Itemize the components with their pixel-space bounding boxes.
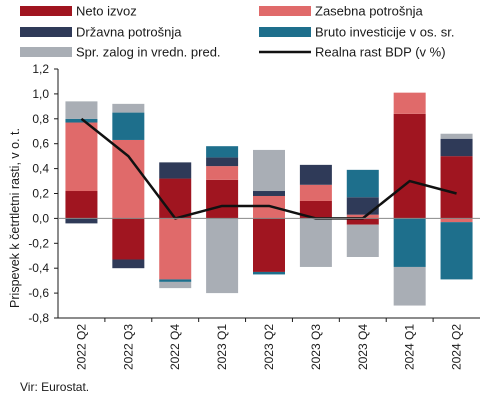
bars xyxy=(65,92,473,306)
bar-segment-3 xyxy=(393,218,426,267)
bar-segment-0 xyxy=(393,113,426,219)
bar-segment-4 xyxy=(393,266,426,306)
bar-segment-1 xyxy=(440,218,473,223)
bar-segment-4 xyxy=(299,218,332,267)
bar-segment-0 xyxy=(346,218,379,225)
x-tick-label: 2022 Q4 xyxy=(168,324,182,370)
bar-segment-1 xyxy=(346,214,379,219)
legend-item-1: Zasebna potrošnja xyxy=(259,4,423,19)
legend-swatch xyxy=(259,6,311,16)
y-axis-title: Prispevek k četrtletni rasti, v o. t. xyxy=(8,128,22,308)
y-tick-label: 0,4 xyxy=(32,162,49,176)
x-tick-label: 2024 Q1 xyxy=(403,324,417,370)
y-tick-label: 1,2 xyxy=(32,62,49,76)
y-tick-label: 0,8 xyxy=(32,112,49,126)
legend-label: Državna potrošnja xyxy=(76,25,182,40)
legend-item-0: Neto izvoz xyxy=(20,4,137,19)
bar-segment-2 xyxy=(112,259,145,269)
bar-segment-3 xyxy=(346,169,379,198)
bar-segment-4 xyxy=(112,103,145,113)
bar-segment-3 xyxy=(440,222,473,280)
bar-segment-2 xyxy=(346,197,379,215)
legend-label: Neto izvoz xyxy=(76,4,137,19)
bar-segment-0 xyxy=(299,200,332,219)
bar-segment-4 xyxy=(440,133,473,139)
bar-segment-2 xyxy=(440,138,473,157)
axes: 1,2 1,0 0,8 0,6 0,4 0,2 0,0 -0,2 -0,4 -0,6 -0,8 202… xyxy=(28,62,480,370)
x-tick-label: 2022 Q2 xyxy=(74,324,88,370)
bar-segment-1 xyxy=(159,218,192,280)
bar-segment-3 xyxy=(253,271,285,275)
bar-segment-2 xyxy=(159,162,192,179)
legend-label: Zasebna potrošnja xyxy=(315,4,423,19)
y-tick-label: -0,2 xyxy=(28,236,49,250)
bar-segment-1 xyxy=(65,122,98,192)
bar-segment-2 xyxy=(65,218,98,224)
bar-segment-1 xyxy=(206,166,239,180)
bar-segment-4 xyxy=(206,218,239,294)
y-tick-label: -0,8 xyxy=(28,311,49,325)
bar-segment-0 xyxy=(159,178,192,219)
x-tick-label: 2023 Q3 xyxy=(309,324,323,370)
x-tick-label: 2023 Q2 xyxy=(262,324,276,370)
bar-segment-2 xyxy=(299,164,332,185)
bar-segment-3 xyxy=(112,112,145,140)
bar-segment-3 xyxy=(65,118,98,123)
y-tick-label: 0,0 xyxy=(32,211,49,225)
bar-segment-4 xyxy=(346,224,379,257)
bar-segment-4 xyxy=(159,281,192,289)
y-tick-label: -0,4 xyxy=(28,261,49,275)
bar-segment-1 xyxy=(112,139,145,219)
bar-segment-1 xyxy=(393,92,426,114)
x-tick-label: 2023 Q4 xyxy=(356,324,370,370)
legend-item-4: Spr. zalog in vredn. pred. xyxy=(20,45,221,60)
bar-segment-2 xyxy=(206,157,239,167)
legend-swatch xyxy=(259,27,311,37)
bar-segment-0 xyxy=(112,218,145,260)
x-tick-label: 2022 Q3 xyxy=(121,324,135,370)
legend-swatch xyxy=(20,47,72,57)
y-tick-label: -0,6 xyxy=(28,286,49,300)
legend-label: Bruto investicije v os. sr. xyxy=(315,25,454,40)
legend: Neto izvoz Zasebna potrošnja Državna potro… xyxy=(20,4,454,60)
legend-label: Realna rast BDP (v %) xyxy=(315,45,446,60)
legend-swatch xyxy=(20,6,72,16)
legend-label: Spr. zalog in vredn. pred. xyxy=(76,45,221,60)
bar-segment-0 xyxy=(253,218,285,272)
x-tick-label: 2023 Q1 xyxy=(215,324,229,370)
legend-item-5: Realna rast BDP (v %) xyxy=(259,45,446,60)
bar-segment-1 xyxy=(299,184,332,201)
bar-segment-0 xyxy=(440,156,473,219)
bar-segment-4 xyxy=(65,101,98,119)
bar-segment-4 xyxy=(253,149,285,192)
legend-item-2: Državna potrošnja xyxy=(20,25,182,40)
bar-segment-3 xyxy=(206,146,239,158)
y-tick-label: 0,2 xyxy=(32,187,49,201)
bar-segment-2 xyxy=(253,191,285,196)
source-note: Vir: Eurostat. xyxy=(20,380,89,394)
bar-segment-0 xyxy=(65,191,98,219)
legend-swatch xyxy=(20,27,72,37)
bar-segment-3 xyxy=(159,279,192,282)
legend-item-3: Bruto investicije v os. sr. xyxy=(259,25,454,40)
bar-segment-0 xyxy=(206,179,239,219)
y-tick-label: 0,6 xyxy=(32,137,49,151)
x-tick-label: 2024 Q2 xyxy=(450,324,464,370)
y-tick-label: 1,0 xyxy=(32,87,49,101)
